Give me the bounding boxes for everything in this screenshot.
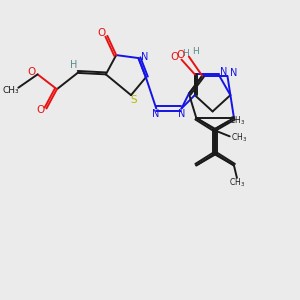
Text: O: O <box>98 28 106 38</box>
Text: CH₃: CH₃ <box>3 85 19 94</box>
Text: CH$_3$: CH$_3$ <box>230 114 246 127</box>
Text: H: H <box>70 60 78 70</box>
Text: O: O <box>27 67 35 77</box>
Text: CH$_3$: CH$_3$ <box>229 176 245 189</box>
Text: CH$_3$: CH$_3$ <box>231 131 247 144</box>
Text: S: S <box>130 95 137 106</box>
Text: O: O <box>170 52 178 62</box>
Text: O: O <box>176 50 185 60</box>
Text: N: N <box>152 110 159 119</box>
Text: H: H <box>182 49 189 58</box>
Text: H: H <box>192 47 199 56</box>
Text: O: O <box>37 105 45 115</box>
Text: N: N <box>178 110 186 119</box>
Text: N: N <box>141 52 149 61</box>
Text: N: N <box>230 68 237 79</box>
Text: N: N <box>220 67 228 77</box>
